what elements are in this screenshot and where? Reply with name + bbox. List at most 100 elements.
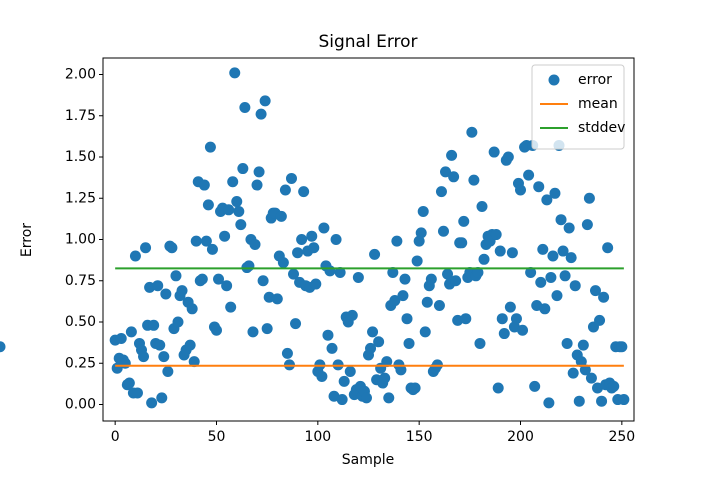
point	[504, 301, 516, 313]
point	[259, 95, 271, 107]
legend-label: mean	[578, 96, 618, 112]
y-tick-label: 1.25	[65, 190, 96, 206]
point	[510, 313, 522, 325]
point	[115, 333, 127, 344]
point	[525, 267, 537, 278]
point	[316, 370, 328, 382]
point	[529, 380, 541, 392]
point	[387, 267, 399, 278]
point	[148, 319, 160, 331]
point	[255, 108, 267, 120]
x-axis-label: Sample	[342, 452, 395, 468]
point	[204, 141, 216, 153]
point	[596, 395, 608, 407]
y-tick-label: 0.25	[65, 355, 96, 371]
y-tick-label: 0.00	[65, 397, 96, 413]
point	[360, 392, 372, 404]
x-tick-label: 250	[608, 429, 635, 445]
y-axis-label: Error	[19, 223, 35, 257]
point	[233, 205, 245, 217]
point	[446, 149, 458, 161]
point	[326, 342, 338, 354]
point	[545, 271, 557, 283]
point	[200, 235, 212, 247]
point	[575, 356, 587, 368]
plot-frame	[102, 57, 635, 422]
point	[166, 242, 178, 254]
point	[140, 242, 152, 254]
point	[172, 316, 184, 328]
point	[616, 341, 628, 353]
point	[561, 337, 573, 349]
point	[492, 382, 504, 394]
point	[589, 285, 601, 297]
point	[533, 181, 545, 193]
y-tick-label: 1.75	[65, 108, 96, 124]
point	[229, 67, 241, 79]
point	[498, 328, 510, 340]
point	[549, 187, 561, 199]
point	[496, 313, 508, 325]
point	[154, 339, 166, 351]
point	[559, 270, 571, 282]
point	[152, 280, 164, 292]
legend-swatch	[548, 74, 560, 86]
point	[565, 252, 577, 264]
point	[310, 278, 322, 290]
point	[176, 285, 188, 297]
point	[322, 329, 334, 341]
point	[547, 250, 559, 262]
point	[146, 397, 158, 409]
point	[515, 184, 527, 196]
point	[395, 364, 407, 376]
point	[221, 280, 233, 292]
point	[223, 204, 235, 216]
point	[170, 270, 182, 282]
point	[557, 245, 569, 257]
point	[196, 273, 208, 285]
point	[261, 323, 273, 335]
y-tick-label: 1.50	[65, 149, 96, 165]
point	[235, 219, 247, 231]
point	[618, 394, 630, 406]
point	[119, 357, 131, 369]
x-tick-label: 200	[507, 429, 534, 445]
point	[308, 242, 320, 254]
point	[594, 314, 606, 326]
point	[285, 172, 297, 184]
point	[517, 324, 529, 336]
point	[123, 377, 135, 389]
point	[206, 243, 218, 255]
point	[129, 250, 141, 262]
point	[383, 392, 395, 404]
point	[379, 372, 391, 384]
point	[225, 301, 237, 313]
point	[488, 146, 500, 158]
point	[346, 309, 358, 321]
point	[577, 339, 589, 351]
legend-label: error	[578, 72, 612, 88]
point	[417, 205, 429, 217]
point	[279, 184, 291, 196]
point	[474, 337, 486, 349]
point	[433, 300, 445, 311]
point	[243, 260, 255, 272]
point	[251, 179, 263, 191]
point	[162, 366, 174, 377]
point	[543, 397, 555, 409]
point	[608, 380, 620, 392]
point	[401, 313, 413, 325]
point	[275, 210, 287, 222]
point	[403, 337, 415, 349]
point	[468, 174, 480, 186]
point	[442, 268, 454, 280]
point	[506, 247, 518, 259]
point	[213, 273, 225, 285]
point	[247, 326, 259, 338]
point	[381, 356, 393, 368]
point	[411, 255, 423, 267]
point	[502, 151, 514, 163]
point	[415, 227, 427, 239]
point	[478, 253, 490, 265]
